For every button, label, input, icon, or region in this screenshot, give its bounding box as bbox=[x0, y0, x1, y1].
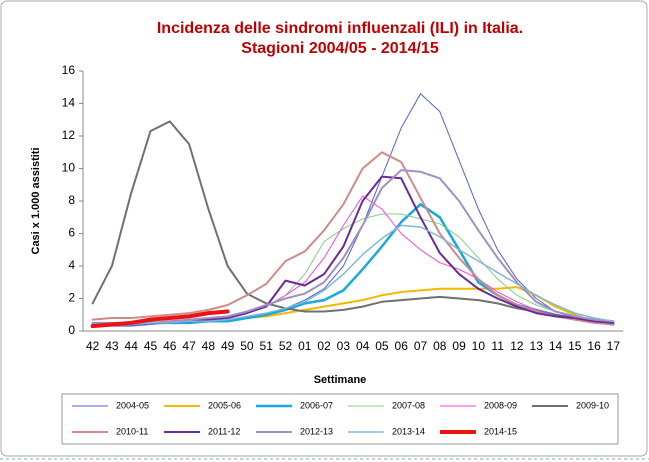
legend-box bbox=[61, 393, 619, 445]
legend-label: 2010-11 bbox=[116, 426, 148, 436]
legend-label: 2012-13 bbox=[300, 426, 333, 436]
x-tick-label: 42 bbox=[86, 339, 100, 353]
x-tick-label: 49 bbox=[221, 339, 235, 353]
x-tick-label: 52 bbox=[279, 339, 293, 353]
x-axis-label: Settimane bbox=[314, 374, 367, 386]
x-tick-label: 16 bbox=[587, 339, 601, 353]
x-tick-label: 50 bbox=[240, 339, 254, 353]
series-line bbox=[91, 169, 615, 324]
x-tick-label: 17 bbox=[607, 339, 621, 353]
x-tick-label: 04 bbox=[356, 339, 370, 353]
x-tick-label: 14 bbox=[549, 339, 563, 353]
x-tick-label: 11 bbox=[491, 339, 504, 353]
series-line bbox=[91, 224, 615, 326]
legend-label: 2014-15 bbox=[484, 426, 517, 436]
series-line bbox=[91, 151, 615, 326]
legend-label: 2004-05 bbox=[116, 400, 149, 410]
x-tick-label: 51 bbox=[260, 339, 274, 353]
x-tick-label: 48 bbox=[202, 339, 216, 353]
y-tick-label: 14 bbox=[62, 96, 76, 110]
legend-label: 2007-08 bbox=[392, 400, 425, 410]
legend-label: 2005-06 bbox=[208, 400, 241, 410]
y-tick-label: 10 bbox=[62, 161, 76, 175]
y-tick-label: 12 bbox=[62, 128, 76, 142]
x-tick-label: 13 bbox=[530, 339, 544, 353]
x-tick-label: 02 bbox=[317, 339, 331, 353]
y-tick-label: 16 bbox=[62, 63, 76, 77]
x-tick-label: 43 bbox=[105, 339, 119, 353]
chart-title: Stagioni 2004/05 - 2014/15 bbox=[241, 40, 439, 57]
y-tick-label: 2 bbox=[68, 291, 75, 305]
x-tick-label: 03 bbox=[337, 339, 351, 353]
chart-title: Incidenza delle sindromi influenzali (IL… bbox=[157, 20, 523, 37]
legend-label: 2008-09 bbox=[484, 400, 517, 410]
y-tick-label: 6 bbox=[68, 226, 75, 240]
y-tick-label: 4 bbox=[68, 258, 75, 272]
x-tick-label: 46 bbox=[163, 339, 177, 353]
x-tick-label: 07 bbox=[414, 339, 428, 353]
x-tick-label: 10 bbox=[472, 339, 486, 353]
x-tick-label: 06 bbox=[395, 339, 409, 353]
legend-label: 2011-12 bbox=[208, 426, 240, 436]
y-axis-label: Casi x 1.000 assistiti bbox=[30, 147, 42, 254]
y-tick-label: 0 bbox=[68, 323, 75, 337]
x-tick-label: 12 bbox=[510, 339, 524, 353]
x-tick-label: 08 bbox=[433, 339, 447, 353]
x-tick-label: 15 bbox=[568, 339, 582, 353]
x-tick-label: 09 bbox=[452, 339, 466, 353]
x-tick-label: 45 bbox=[144, 339, 158, 353]
x-tick-label: 05 bbox=[375, 339, 389, 353]
legend-label: 2006-07 bbox=[300, 400, 333, 410]
y-tick-label: 8 bbox=[68, 193, 75, 207]
legend-label: 2013-14 bbox=[392, 426, 425, 436]
x-tick-label: 47 bbox=[182, 339, 196, 353]
x-tick-label: 44 bbox=[125, 339, 139, 353]
x-tick-label: 01 bbox=[298, 339, 312, 353]
series-line bbox=[90, 309, 230, 329]
legend-label: 2009-10 bbox=[576, 400, 609, 410]
